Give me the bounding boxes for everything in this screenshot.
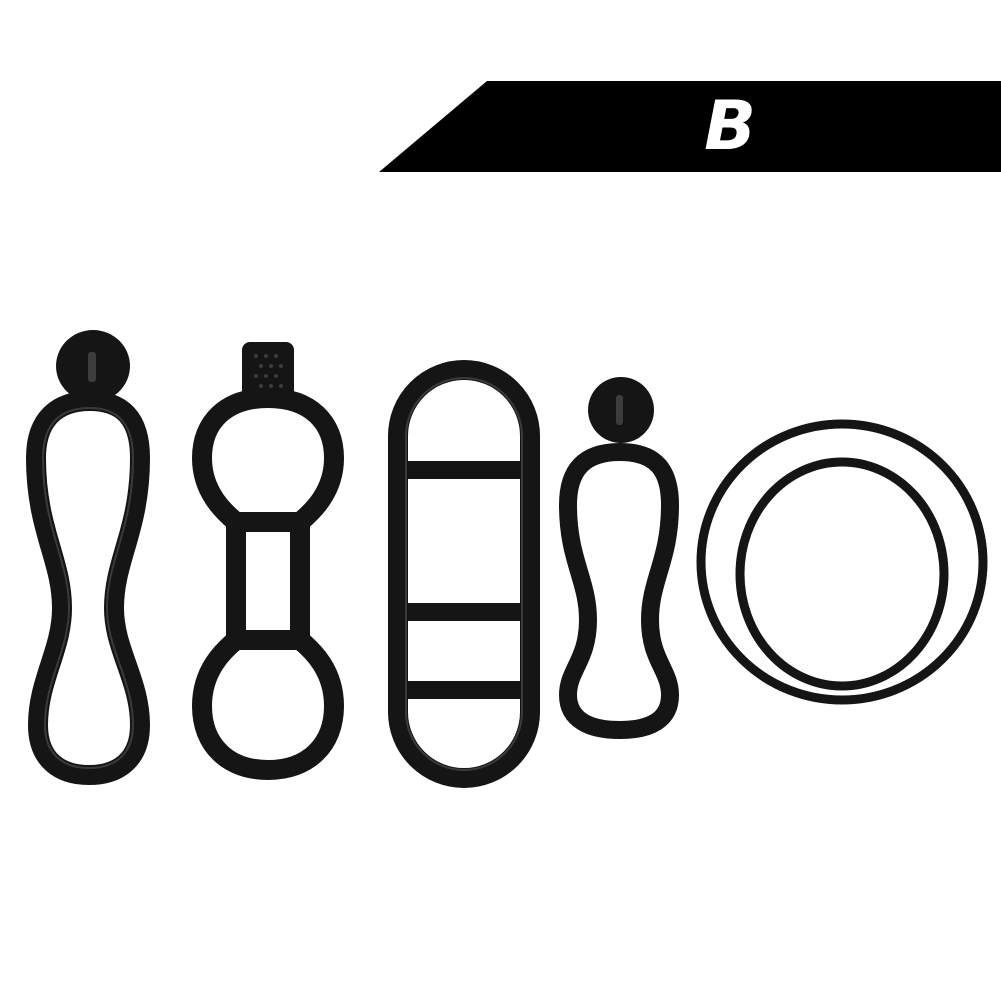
o-rings-icon: [696, 419, 988, 705]
dogbone-strap-icon: [192, 342, 344, 780]
variant-label: B: [704, 87, 756, 166]
variant-banner: [379, 81, 1001, 172]
ladder-strap-icon: [388, 360, 540, 788]
tab-grip-dots: [254, 354, 283, 388]
short-strap-with-tab-icon: [559, 377, 679, 739]
long-strap-with-tab-icon: [26, 330, 150, 785]
